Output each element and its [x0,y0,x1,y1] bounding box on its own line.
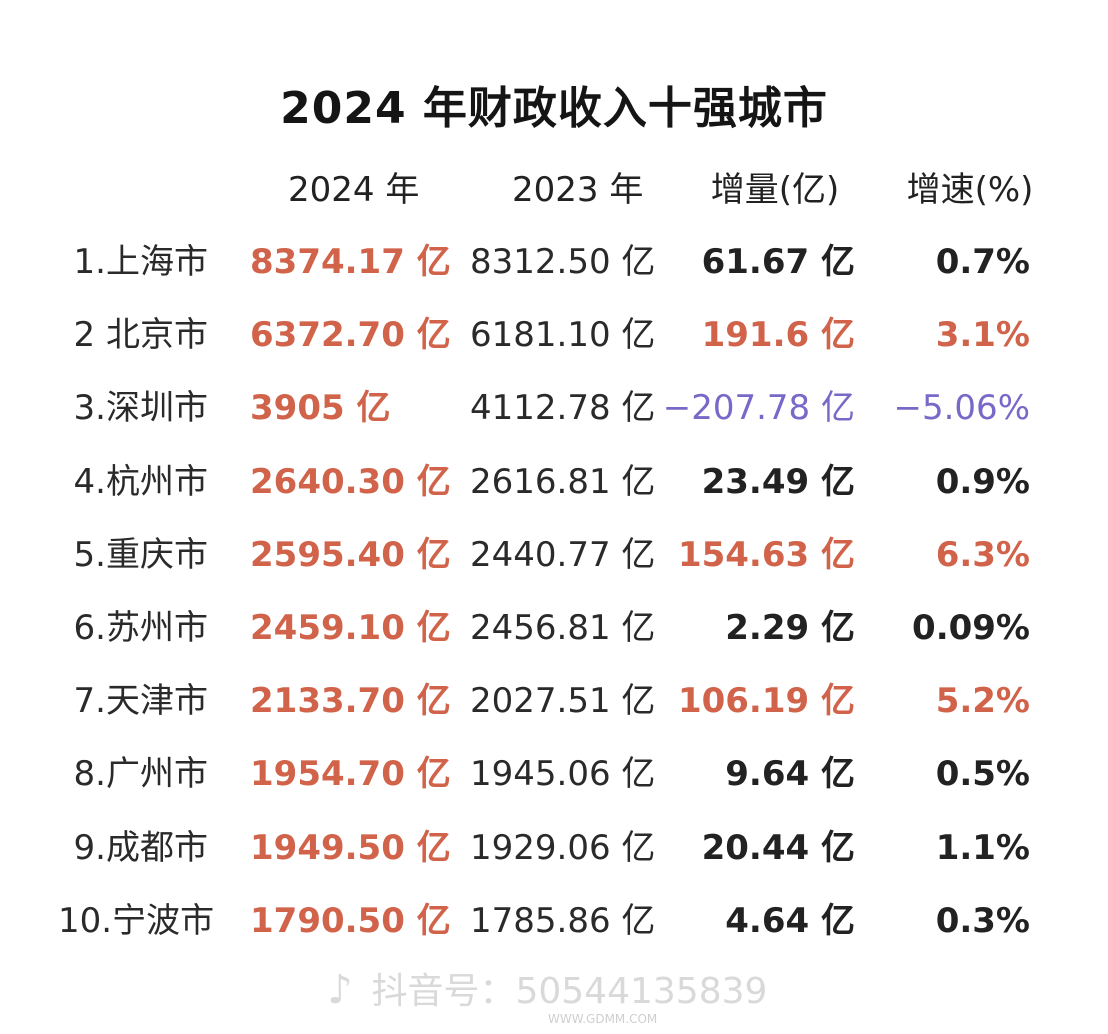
table-row: 7.天津市 2133.70 亿 2027.51 亿 106.19 亿 5.2% [0,671,1108,731]
tiktok-note-icon: ♪ [327,967,353,1013]
table-header: 2024 年 2023 年 增量(亿) 增速(%) [0,160,1108,220]
revenue-increase: 9.64 亿 [725,754,855,795]
table-row: 1.上海市 8374.17 亿 8312.50 亿 61.67 亿 0.7% [0,232,1108,292]
revenue-2024: 3905 亿 [250,388,391,429]
revenue-2024: 2133.70 亿 [250,681,451,722]
city-name: 9.成都市 [73,827,208,868]
revenue-2024: 8374.17 亿 [250,242,451,282]
revenue-2023: 6181.10 亿 [470,315,656,356]
revenue-2023: 2440.77 亿 [470,534,656,575]
city-name: 6.苏州市 [73,608,208,648]
watermark: ♪ 抖音号：50544135839 [320,962,840,1018]
city-name: 3.深圳市 [73,388,208,429]
growth-rate: 3.1% [935,315,1030,356]
revenue-2024: 2459.10 亿 [250,608,451,648]
site-watermark: WWW.GDMM.COM [548,1012,658,1026]
city-name: 2 北京市 [73,315,208,356]
growth-rate: 5.2% [935,681,1030,722]
revenue-2024: 6372.70 亿 [250,315,451,356]
growth-rate: 6.3% [935,534,1030,575]
table-row: 8.广州市 1954.70 亿 1945.06 亿 9.64 亿 0.5% [0,744,1108,804]
revenue-2023: 2027.51 亿 [470,681,656,722]
revenue-2023: 1929.06 亿 [470,827,656,868]
header-2023: 2023 年 [512,170,644,210]
revenue-2024: 2595.40 亿 [250,534,451,575]
growth-rate: 0.09% [912,608,1030,648]
revenue-2023: 8312.50 亿 [470,242,656,282]
header-2024: 2024 年 [288,170,420,210]
table-row: 6.苏州市 2459.10 亿 2456.81 亿 2.29 亿 0.09% [0,598,1108,658]
revenue-increase: −207.78 亿 [662,388,855,429]
growth-rate: −5.06% [893,388,1031,429]
revenue-2023: 2456.81 亿 [470,608,656,648]
city-name: 10.宁波市 [58,900,215,941]
growth-rate: 1.1% [935,827,1030,868]
table-row: 2 北京市 6372.70 亿 6181.10 亿 191.6 亿 3.1% [0,305,1108,365]
revenue-increase: 154.63 亿 [677,534,855,575]
table-row: 3.深圳市 3905 亿 4112.78 亿 −207.78 亿 −5.06% [0,378,1108,438]
growth-rate: 0.5% [935,754,1030,795]
revenue-2023: 4112.78 亿 [470,388,656,429]
header-increase: 增量(亿) [710,170,840,210]
header-rate: 增速(%) [906,170,1034,210]
table-row: 5.重庆市 2595.40 亿 2440.77 亿 154.63 亿 6.3% [0,525,1108,585]
watermark-text: 抖音号：50544135839 [371,971,768,1012]
revenue-increase: 20.44 亿 [701,827,855,868]
revenue-2024: 1954.70 亿 [250,754,451,795]
revenue-increase: 191.6 亿 [701,315,855,356]
table-row: 4.杭州市 2640.30 亿 2616.81 亿 23.49 亿 0.9% [0,452,1108,512]
growth-rate: 0.3% [935,900,1030,941]
city-name: 4.杭州市 [73,461,208,502]
revenue-increase: 23.49 亿 [701,461,855,502]
page-title: 2024 年财政收入十强城市 [280,83,828,134]
revenue-2024: 2640.30 亿 [250,461,451,502]
city-name: 1.上海市 [73,242,208,282]
revenue-2024: 1790.50 亿 [250,900,451,941]
revenue-increase: 61.67 亿 [701,242,855,282]
table-row: 10.宁波市 1790.50 亿 1785.86 亿 4.64 亿 0.3% [0,891,1108,951]
growth-rate: 0.7% [935,242,1030,282]
revenue-increase: 106.19 亿 [677,681,855,722]
revenue-2023: 2616.81 亿 [470,461,656,502]
revenue-increase: 4.64 亿 [725,900,855,941]
city-name: 7.天津市 [73,681,208,722]
growth-rate: 0.9% [935,461,1030,502]
table-row: 9.成都市 1949.50 亿 1929.06 亿 20.44 亿 1.1% [0,818,1108,878]
city-name: 5.重庆市 [73,534,208,575]
revenue-2024: 1949.50 亿 [250,827,451,868]
revenue-2023: 1785.86 亿 [470,900,656,941]
revenue-2023: 1945.06 亿 [470,754,656,795]
city-name: 8.广州市 [73,754,208,795]
revenue-increase: 2.29 亿 [725,608,855,648]
